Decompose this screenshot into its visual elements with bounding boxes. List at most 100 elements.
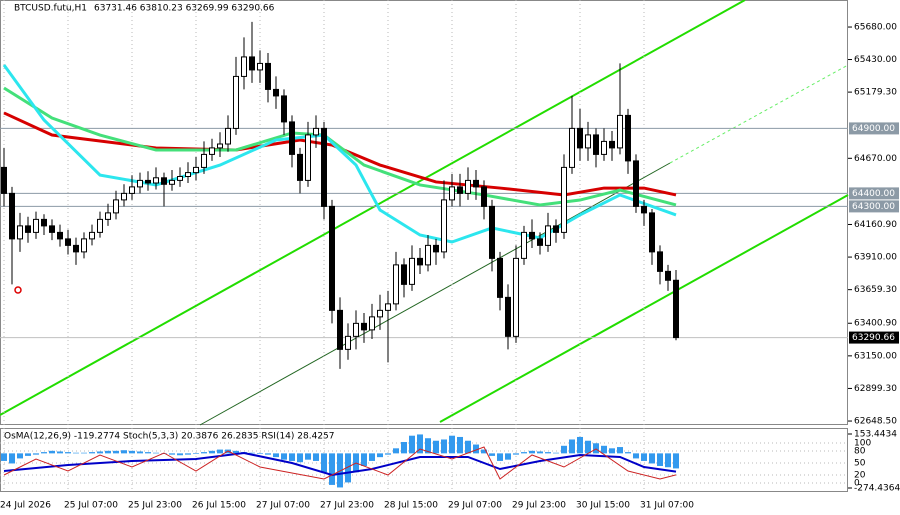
candle-body — [113, 199, 119, 214]
y-tick-label: 153.4434 — [854, 430, 897, 440]
candle-body — [129, 186, 135, 194]
osma-bar — [457, 436, 463, 454]
x-tick-label: 29 Jul 07:00 — [448, 501, 502, 511]
candle-body — [353, 322, 359, 337]
osma-bar — [169, 453, 175, 455]
candle-body — [65, 238, 71, 246]
level-box — [849, 200, 899, 213]
trend-mid — [199, 162, 671, 426]
osma-bar — [105, 450, 111, 454]
candle-body — [521, 231, 527, 259]
candle-body — [641, 205, 647, 214]
candle-body — [73, 244, 79, 253]
indicator-line — [3, 446, 677, 480]
candle-body — [617, 114, 623, 149]
moving-average — [3, 86, 677, 207]
candle-body — [241, 56, 247, 77]
level-label: 64300.00 — [852, 202, 895, 212]
y-tick-label: 63910.00 — [854, 253, 897, 263]
osma-bar — [593, 443, 599, 454]
last-price-box — [849, 331, 899, 344]
candle-body — [513, 257, 519, 337]
candle-body — [257, 62, 263, 71]
candle-body — [249, 56, 255, 71]
osma-bar — [57, 451, 63, 454]
candle-body — [153, 177, 159, 184]
osma-bar — [393, 448, 399, 454]
osma-bar — [401, 442, 407, 454]
level-label: 64900.00 — [852, 124, 895, 134]
osma-bar — [657, 453, 663, 466]
y2-tick-label: 100 — [854, 439, 871, 449]
x-tick-label: 30 Jul 15:00 — [576, 501, 630, 511]
osma-bar — [505, 453, 511, 460]
y-tick-label: 65680.00 — [854, 23, 897, 33]
indicator-title: OsMA(12,26,9) -119.2774 Stoch(5,3,3) 20.… — [4, 432, 335, 442]
indicator-frame — [0, 428, 848, 492]
osma-bar — [497, 453, 503, 461]
candle-body — [601, 140, 607, 155]
candle-body — [49, 225, 55, 233]
ohlc-header: 63731.46 63810.23 63269.99 63290.66 — [94, 4, 275, 14]
osma-bar — [489, 453, 495, 456]
candle-body — [105, 212, 111, 220]
level-box — [849, 187, 899, 200]
osma-bar — [89, 452, 95, 454]
osma-bar — [425, 438, 431, 454]
osma-bar — [129, 450, 135, 454]
osma-bar — [441, 439, 447, 454]
osma-bar — [321, 453, 327, 473]
y-tick-label: 63150.00 — [854, 351, 897, 361]
candle-body — [289, 121, 295, 155]
y-tick-label: 62899.30 — [854, 384, 897, 394]
candle-body — [273, 88, 279, 97]
moving-average — [3, 111, 677, 197]
osma-bar — [345, 453, 351, 483]
y-tick-label: 64670.00 — [854, 154, 897, 164]
osma-bar — [193, 453, 199, 454]
osma-bar — [265, 453, 271, 455]
candle-body — [489, 205, 495, 259]
candle-body — [193, 166, 199, 174]
osma-bar — [673, 453, 679, 469]
candle-body — [329, 205, 335, 311]
osma-bar — [1, 453, 7, 461]
osma-bar — [465, 440, 471, 454]
last-price-label: 63290.66 — [852, 333, 895, 343]
osma-bar — [17, 453, 23, 459]
osma-bar — [369, 453, 375, 461]
candle-body — [17, 225, 23, 240]
candle-body — [361, 322, 367, 331]
osma-bar — [217, 449, 223, 454]
candle-body — [33, 218, 39, 233]
candle-body — [449, 186, 455, 201]
candle-body — [665, 270, 671, 281]
candle-body — [569, 127, 575, 168]
candle-body — [265, 62, 271, 90]
candle-body — [401, 264, 407, 285]
osma-bar — [337, 453, 343, 488]
x-tick-label: 25 Jul 23:00 — [128, 501, 182, 511]
candle-body — [385, 303, 391, 311]
x-tick-label: 26 Jul 15:00 — [192, 501, 246, 511]
osma-bar — [81, 452, 87, 454]
candle-body — [457, 186, 463, 194]
candle-body — [233, 75, 239, 129]
osma-bar — [545, 452, 551, 454]
candle-body — [225, 127, 231, 145]
channel-upper — [0, 0, 746, 416]
osma-bar — [617, 447, 623, 454]
osma-bar — [329, 453, 335, 485]
candle-body — [121, 192, 127, 201]
y-tick-label: -274.4364 — [854, 484, 900, 494]
y-tick-label: 63659.30 — [854, 285, 897, 295]
osma-bar — [377, 453, 383, 458]
candle-body — [537, 238, 543, 246]
candle-body — [89, 231, 95, 240]
moving-average — [2, 64, 677, 244]
osma-bar — [601, 445, 607, 454]
candle-body — [633, 160, 639, 207]
osma-bar — [585, 440, 591, 454]
candle-body — [9, 192, 15, 240]
